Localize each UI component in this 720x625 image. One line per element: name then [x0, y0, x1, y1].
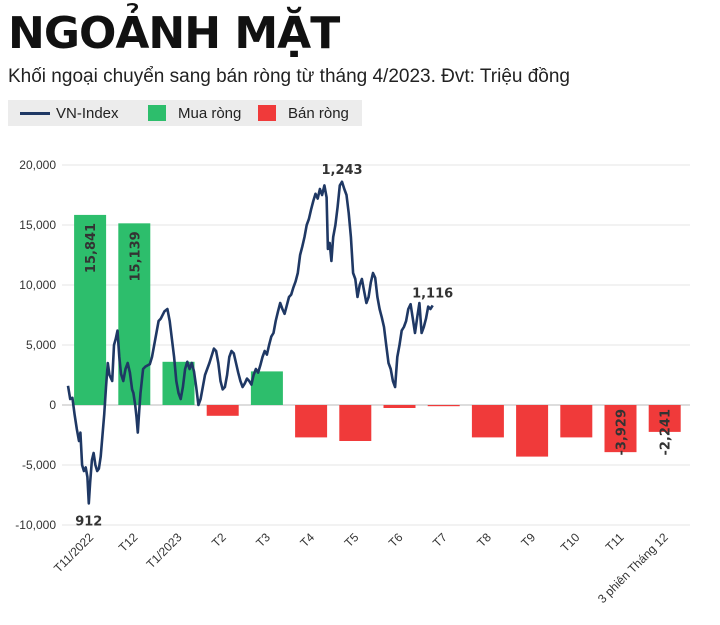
line-value-label: 1,116 [412, 286, 453, 301]
x-tick-label: T11/2022 [51, 530, 96, 575]
vnindex-line-group [66, 180, 434, 505]
y-tick-label: 0 [49, 398, 56, 412]
y-axis: 20,000 15,000 10,000 5,000 0 -5,000 -10,000 [15, 158, 56, 532]
bar [250, 371, 283, 405]
bar [74, 214, 107, 405]
bar [339, 405, 372, 441]
legend-item-vnindex: VN-Index [20, 100, 119, 126]
grid-lines [62, 164, 690, 526]
page-subtitle: Khối ngoại chuyển sang bán ròng từ tháng… [8, 66, 571, 87]
legend-label-ban-rong: Bán ròng [288, 104, 349, 122]
x-tick-label: T2 [209, 530, 229, 550]
bar [471, 405, 504, 438]
x-tick-label: T3 [253, 530, 273, 550]
bar-value-label: 15,139 [128, 231, 143, 281]
line-value-label: 1,243 [321, 163, 362, 178]
legend-green-swatch [148, 105, 166, 121]
y-tick-label: 5,000 [26, 338, 56, 352]
bar [648, 405, 681, 432]
x-tick-label: T5 [342, 530, 362, 550]
bar [427, 405, 460, 407]
bar-value-label: -2,241 [659, 409, 674, 456]
y-tick-label: 20,000 [19, 158, 56, 172]
bars [74, 214, 681, 457]
bar [516, 405, 549, 457]
x-tick-label: T4 [297, 530, 317, 550]
chart-legend: VN-Index Mua ròng Bán ròng [8, 100, 362, 126]
vnindex-line [66, 180, 434, 505]
legend-item-ban-rong: Bán ròng [258, 100, 349, 126]
x-tick-label: T12 [116, 530, 141, 555]
y-tick-label: 15,000 [19, 218, 56, 232]
bar [560, 405, 593, 438]
x-tick-label: T6 [386, 530, 406, 550]
bar [383, 405, 416, 408]
x-tick-label: T9 [518, 530, 538, 550]
line-value-label: 912 [75, 514, 102, 529]
bar-value-label: 15,841 [84, 223, 99, 273]
legend-label-vnindex: VN-Index [56, 104, 119, 122]
legend-item-mua-rong: Mua ròng [148, 100, 241, 126]
legend-label-mua-rong: Mua ròng [178, 104, 242, 122]
x-tick-label: T1/2023 [144, 530, 185, 571]
x-axis: T11/2022 T12 T1/2023 T2 T3 T4 T5 T6 T7 T8 T9 T10 T11… [51, 530, 671, 606]
x-tick-label: T10 [558, 530, 583, 555]
y-tick-label: -10,000 [15, 518, 56, 532]
x-tick-label: T11 [603, 530, 627, 554]
bar-value-label: -3,929 [615, 409, 630, 456]
x-tick-label: T8 [474, 530, 494, 550]
data-labels: 912 1,243 1,116 15,841 15,139 -3,929 -2,241 [75, 163, 673, 530]
bar [295, 405, 328, 438]
page-title: NGOẢNH MẶT [8, 8, 340, 59]
bar [206, 405, 239, 416]
y-tick-label: 10,000 [19, 278, 56, 292]
legend-red-swatch [258, 105, 276, 121]
bar [604, 405, 637, 453]
x-tick-label: T7 [430, 530, 450, 550]
legend-line-swatch [20, 111, 50, 115]
y-tick-label: -5,000 [22, 458, 56, 472]
